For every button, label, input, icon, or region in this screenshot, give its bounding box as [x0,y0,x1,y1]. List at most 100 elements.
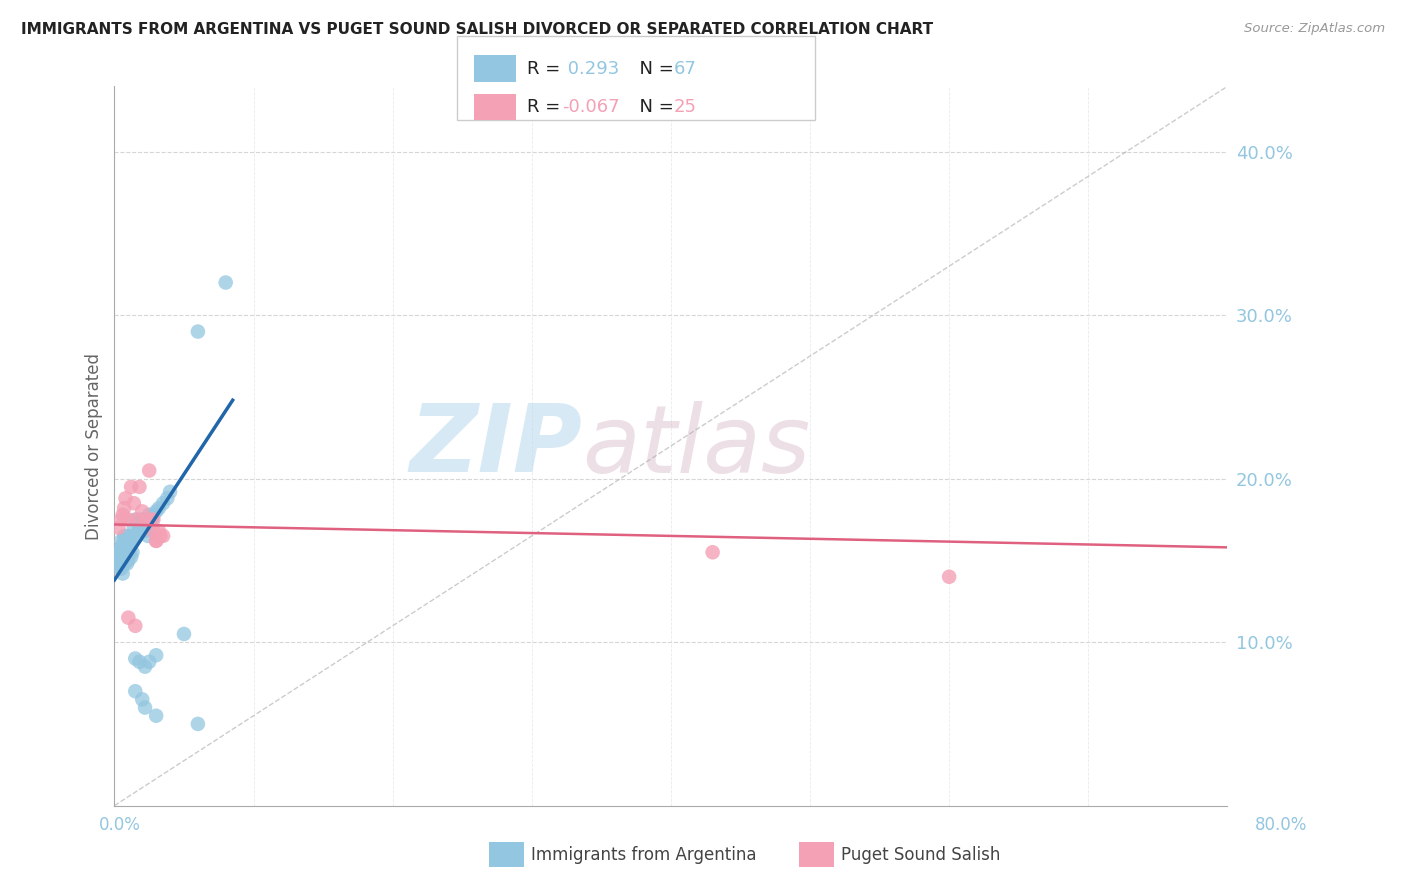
Point [938,570,960,584]
Point [120,550,142,565]
Point [118,533,141,548]
Text: R =: R = [527,60,567,78]
Point [215,276,238,290]
Point [122,496,145,510]
Point [108,545,131,559]
Point [112,557,135,571]
Point [131,504,153,518]
Point [114,541,136,555]
Point [111,537,134,551]
Point [114,491,136,506]
Point [107,521,129,535]
Point [148,501,170,516]
Point [111,508,134,522]
Point [110,550,132,565]
Point [110,512,132,526]
Point [117,529,139,543]
Text: Source: ZipAtlas.com: Source: ZipAtlas.com [1244,22,1385,36]
Point [134,659,156,673]
Point [121,529,143,543]
Point [124,619,146,633]
Point [128,655,150,669]
Point [152,529,174,543]
Point [111,545,134,559]
Point [117,541,139,555]
Point [124,651,146,665]
Text: atlas: atlas [582,401,810,491]
Point [117,553,139,567]
Point [141,512,163,526]
Point [131,692,153,706]
Point [107,557,129,571]
Point [110,561,132,575]
Point [114,532,136,546]
Point [114,550,136,565]
Point [145,708,167,723]
Point [112,545,135,559]
Text: R =: R = [527,98,567,116]
Point [148,524,170,538]
Text: 67: 67 [673,60,696,78]
Point [125,529,148,543]
Point [128,480,150,494]
Point [108,553,131,567]
Text: Puget Sound Salish: Puget Sound Salish [841,846,1000,863]
Point [145,533,167,548]
Point [129,512,152,526]
Point [142,512,165,526]
Text: -0.067: -0.067 [562,98,620,116]
Point [152,496,174,510]
Point [145,504,167,518]
Point [134,524,156,538]
Point [122,521,145,535]
Point [125,512,148,526]
Point [127,517,149,532]
Text: N =: N = [628,60,681,78]
Text: 25: 25 [673,98,696,116]
Point [142,524,165,538]
Point [111,566,134,581]
Point [702,545,724,559]
Point [112,529,135,543]
Point [128,524,150,538]
Point [111,553,134,567]
Text: 0.293: 0.293 [562,60,620,78]
Text: Immigrants from Argentina: Immigrants from Argentina [531,846,756,863]
Point [173,627,195,641]
Point [138,508,160,522]
Point [149,529,172,543]
Point [110,541,132,555]
Point [131,521,153,535]
Point [115,545,138,559]
Point [115,557,138,571]
Point [117,610,139,624]
Point [120,537,142,551]
Point [136,529,159,543]
Text: 80.0%: 80.0% [1256,816,1308,834]
Point [132,512,155,526]
Point [115,533,138,548]
Point [134,700,156,714]
Point [138,512,160,526]
Text: 0.0%: 0.0% [98,816,141,834]
Text: N =: N = [628,98,681,116]
Point [139,517,162,532]
Point [138,463,160,477]
Point [110,533,132,548]
Point [124,512,146,526]
Point [112,537,135,551]
Point [105,545,128,559]
Text: ZIP: ZIP [409,400,582,492]
Point [108,561,131,575]
Point [159,484,181,499]
Point [117,512,139,526]
Point [187,717,209,731]
Point [135,517,157,532]
Point [120,480,142,494]
Point [145,648,167,663]
Point [121,545,143,559]
Point [142,508,165,522]
Point [138,655,160,669]
Point [187,325,209,339]
Point [124,684,146,698]
